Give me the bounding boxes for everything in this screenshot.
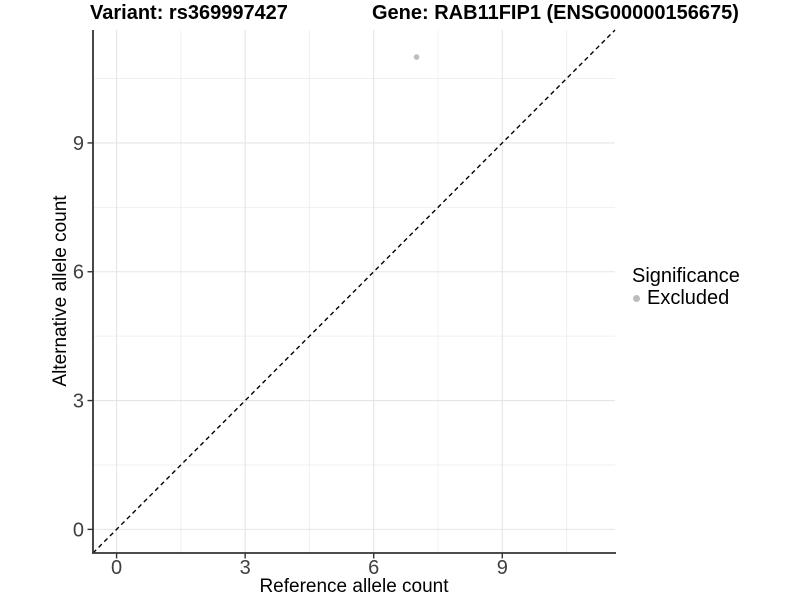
x-tick-label: 3 [240,557,251,579]
legend-title: Significance [632,265,740,287]
x-axis-title: Reference allele count [259,576,449,597]
y-axis-title: Alternative allele count [50,195,71,387]
data-point [413,54,420,60]
x-tick-label: 6 [368,557,379,579]
identity-line [92,29,616,554]
variant-title: Variant: rs369997427 [90,2,288,24]
y-tick-label: 0 [73,519,84,541]
legend-item-label: Excluded [647,287,730,309]
excluded-marker-icon [633,294,640,302]
x-tick-label: 9 [497,557,508,579]
x-tick-label: 0 [111,557,122,579]
gene-title: Gene: RAB11FIP1 (ENSG00000156675) [372,2,739,24]
y-tick-label: 6 [73,262,84,284]
legend: Significance Excluded [632,265,740,309]
y-tick-label: 3 [73,391,84,413]
y-tick-label: 9 [73,133,84,155]
legend-item-excluded: Excluded [632,287,740,309]
